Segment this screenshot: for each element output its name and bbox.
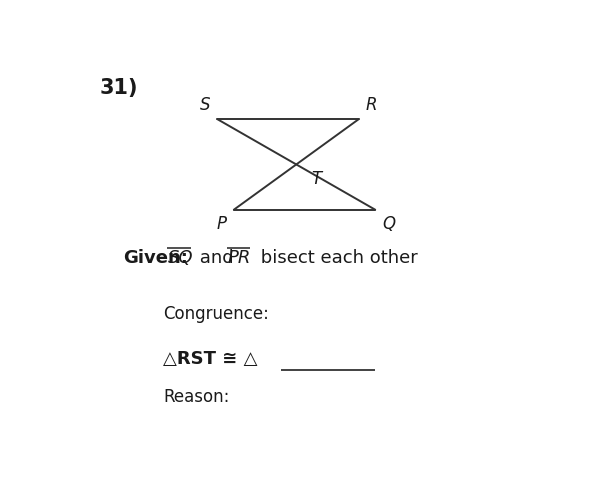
Text: Reason:: Reason: [163, 388, 230, 406]
Text: Given:: Given: [123, 248, 188, 267]
Text: △RST ≅ △: △RST ≅ △ [163, 350, 258, 368]
Text: and: and [194, 248, 239, 267]
Text: P: P [217, 216, 227, 233]
Text: 31): 31) [100, 77, 138, 98]
Text: S: S [200, 96, 210, 114]
Text: SQ: SQ [168, 248, 193, 267]
Text: PR: PR [228, 248, 251, 267]
Text: Q: Q [382, 216, 395, 233]
Text: Congruence:: Congruence: [163, 305, 269, 323]
Text: bisect each other: bisect each other [255, 248, 418, 267]
Text: T: T [311, 170, 322, 188]
Text: R: R [366, 96, 378, 114]
